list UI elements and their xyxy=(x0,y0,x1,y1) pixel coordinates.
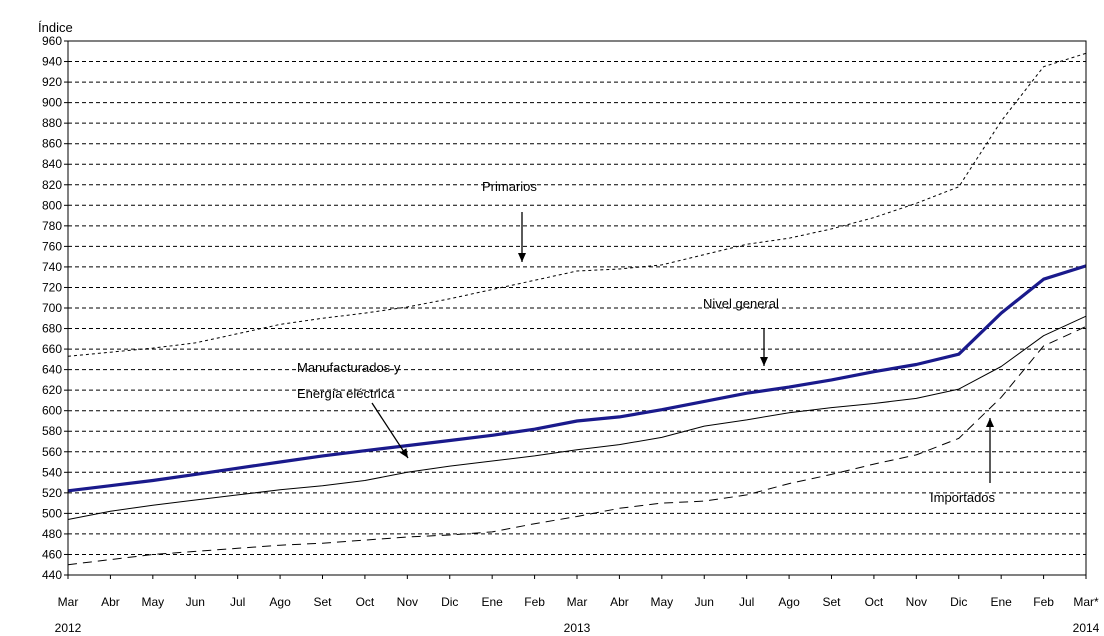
x-tick-label: Mar xyxy=(567,595,588,609)
x-tick-label: May xyxy=(141,595,164,609)
y-tick-label: 640 xyxy=(42,363,62,377)
x-tick-label: Jun xyxy=(695,595,714,609)
series-line-3 xyxy=(67,326,1087,566)
x-tick-label: Nov xyxy=(906,595,927,609)
y-tick-label: 740 xyxy=(42,260,62,274)
y-tick-label: 680 xyxy=(42,322,62,336)
x-tick-label: Oct xyxy=(865,595,884,609)
year-label: 2014 xyxy=(1073,621,1100,635)
x-tick-label: Mar xyxy=(58,595,79,609)
y-tick-label: 920 xyxy=(42,75,62,89)
annotation-importados: Importados xyxy=(930,490,996,505)
series-line-0 xyxy=(67,264,1087,493)
y-tick-label: 480 xyxy=(42,527,62,541)
x-tick-label: Dic xyxy=(441,595,458,609)
year-label: 2013 xyxy=(564,621,591,635)
plot-frame xyxy=(67,40,1087,576)
y-tick-label: 500 xyxy=(42,506,62,520)
y-tick-label: 560 xyxy=(42,445,62,459)
series-line-1 xyxy=(67,315,1087,520)
y-tick-label: 440 xyxy=(42,568,62,582)
y-tick-label: 540 xyxy=(42,465,62,479)
y-tick-label: 800 xyxy=(42,198,62,212)
y-tick-label: 840 xyxy=(42,157,62,171)
x-tick-label: Feb xyxy=(1033,595,1054,609)
y-tick-label: 880 xyxy=(42,116,62,130)
x-tick-label: May xyxy=(650,595,673,609)
x-tick-label: Oct xyxy=(356,595,375,609)
arrow-head xyxy=(518,253,526,262)
y-tick-label: 780 xyxy=(42,219,62,233)
x-tick-label: Nov xyxy=(397,595,418,609)
x-tick-label: Abr xyxy=(610,595,629,609)
x-tick-label: Jul xyxy=(739,595,754,609)
arrow-head xyxy=(399,448,408,458)
x-tick-label: Feb xyxy=(524,595,545,609)
y-tick-label: 760 xyxy=(42,239,62,253)
y-tick-label: 600 xyxy=(42,404,62,418)
grid-lines xyxy=(68,61,1086,555)
annotation-arrow xyxy=(371,402,409,459)
arrow-head xyxy=(760,357,768,366)
y-tick-label: 580 xyxy=(42,424,62,438)
x-tick-label: Ene xyxy=(990,595,1012,609)
x-tick-label: Set xyxy=(313,595,332,609)
x-tick-label: Jun xyxy=(186,595,205,609)
annotation-primarios: Primarios xyxy=(482,179,537,194)
y-tick-label: 900 xyxy=(42,96,62,110)
y-tick-label: 620 xyxy=(42,383,62,397)
x-tick-label: Ene xyxy=(481,595,503,609)
y-tick-label: 700 xyxy=(42,301,62,315)
annotations: Primarios Nivel general Manufacturados y En… xyxy=(297,179,996,505)
arrow-head xyxy=(986,418,994,427)
year-label: 2012 xyxy=(55,621,82,635)
x-tick-label: Ago xyxy=(269,595,291,609)
x-tick-label: Set xyxy=(822,595,841,609)
x-tick-labels: Mar Abr May Jun Jul Ago Set Oct Nov Dic Ene Feb Mar A… xyxy=(55,575,1100,635)
x-tick-label: Mar* xyxy=(1073,595,1099,609)
y-tick-labels: 440 460 480 500 520 540 560 580 600 620 640 660 680 7… xyxy=(42,34,68,582)
x-tick-label: Ago xyxy=(778,595,800,609)
y-tick-label: 460 xyxy=(42,547,62,561)
x-tick-label: Abr xyxy=(101,595,120,609)
y-tick-label: 940 xyxy=(42,55,62,69)
series-line-2 xyxy=(67,52,1087,357)
y-tick-label: 660 xyxy=(42,342,62,356)
x-tick-label: Jul xyxy=(230,595,245,609)
y-axis-label: Índice xyxy=(38,20,73,35)
y-tick-label: 720 xyxy=(42,280,62,294)
y-tick-label: 860 xyxy=(42,137,62,151)
y-tick-label: 520 xyxy=(42,486,62,500)
y-tick-label: 960 xyxy=(42,34,62,48)
annotation-manuf2: Energía eléctrica xyxy=(297,386,395,401)
annotation-nivel: Nivel general xyxy=(703,296,779,311)
annotation-manuf1: Manufacturados y xyxy=(297,360,401,375)
series-lines xyxy=(67,52,1087,566)
y-tick-label: 820 xyxy=(42,178,62,192)
x-tick-label: Dic xyxy=(950,595,967,609)
